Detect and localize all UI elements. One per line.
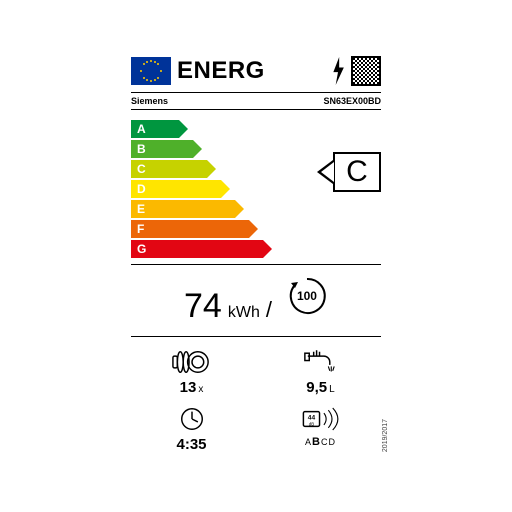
energy-title: ENERG — [177, 57, 325, 85]
noise-icon: 44 dB — [299, 404, 343, 434]
supplier-row: Siemens SN63EX00BD — [131, 93, 381, 110]
energy-label: ENERG Siemens SN63EX00BD ABCDEFG C 74 kW… — [121, 50, 391, 463]
noise-cell: 44 dB ABCD — [264, 404, 377, 453]
kwh-unit: kWh — [228, 304, 260, 322]
duration-value: 4:35 — [176, 436, 206, 453]
eu-flag-icon — [131, 57, 171, 85]
capacity-value: 13x — [180, 379, 204, 396]
tap-icon — [299, 347, 343, 377]
plates-icon — [170, 347, 214, 377]
water-cell: 9,5L — [264, 347, 377, 396]
qr-code-icon — [351, 56, 381, 86]
svg-text:44: 44 — [307, 414, 315, 421]
header: ENERG — [131, 56, 381, 93]
water-value: 9,5L — [306, 379, 334, 396]
rating-indicator: C — [333, 152, 381, 192]
cycles-value: 100 — [286, 275, 328, 317]
capacity-cell: 13x — [135, 347, 248, 396]
kwh-value: 74 — [184, 287, 222, 326]
consumption-row: 74 kWh / 100 — [131, 265, 381, 337]
duration-cell: 4:35 — [135, 404, 248, 453]
efficiency-chart: ABCDEFG C — [131, 110, 381, 265]
cycles-icon: 100 — [286, 275, 328, 317]
bolt-icon — [331, 57, 345, 85]
class-arrow-f: F — [131, 220, 381, 238]
class-arrow-a: A — [131, 120, 381, 138]
noise-class-scale: ABCD — [305, 436, 336, 448]
regulation-ref: 2019/2017 — [382, 419, 389, 452]
model-number: SN63EX00BD — [323, 96, 381, 106]
svg-text:dB: dB — [308, 421, 313, 426]
class-arrow-g: G — [131, 240, 381, 258]
class-arrow-e: E — [131, 200, 381, 218]
spec-icons: 13x 9,5L 4:35 — [131, 337, 381, 453]
clock-icon — [170, 404, 214, 434]
rating-letter: C — [346, 155, 368, 189]
supplier-name: Siemens — [131, 96, 168, 106]
